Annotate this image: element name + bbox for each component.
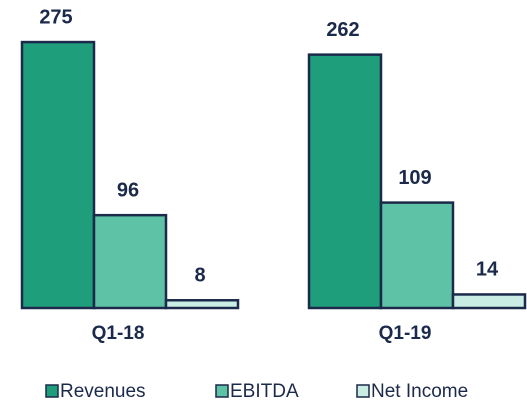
bar	[451, 293, 527, 310]
bar	[92, 213, 168, 310]
data-label: 96	[117, 179, 139, 201]
bar	[20, 40, 96, 310]
legend-label: EBITDA	[230, 381, 299, 402]
data-label: 8	[194, 265, 205, 287]
legend-label: Net Income	[371, 381, 468, 402]
bar	[307, 53, 383, 310]
data-label: 14	[476, 259, 499, 281]
data-label: 262	[326, 19, 359, 41]
bar	[164, 299, 240, 310]
legend-swatch	[45, 384, 59, 398]
legend-label: Revenues	[60, 381, 146, 402]
x-tick-label: Q1-18	[92, 323, 145, 344]
legend-swatch	[356, 384, 370, 398]
x-tick-label: Q1-19	[379, 323, 432, 344]
data-label: 275	[39, 6, 72, 28]
data-label: 109	[398, 167, 431, 189]
legend-swatch	[215, 384, 229, 398]
bar	[379, 201, 455, 310]
